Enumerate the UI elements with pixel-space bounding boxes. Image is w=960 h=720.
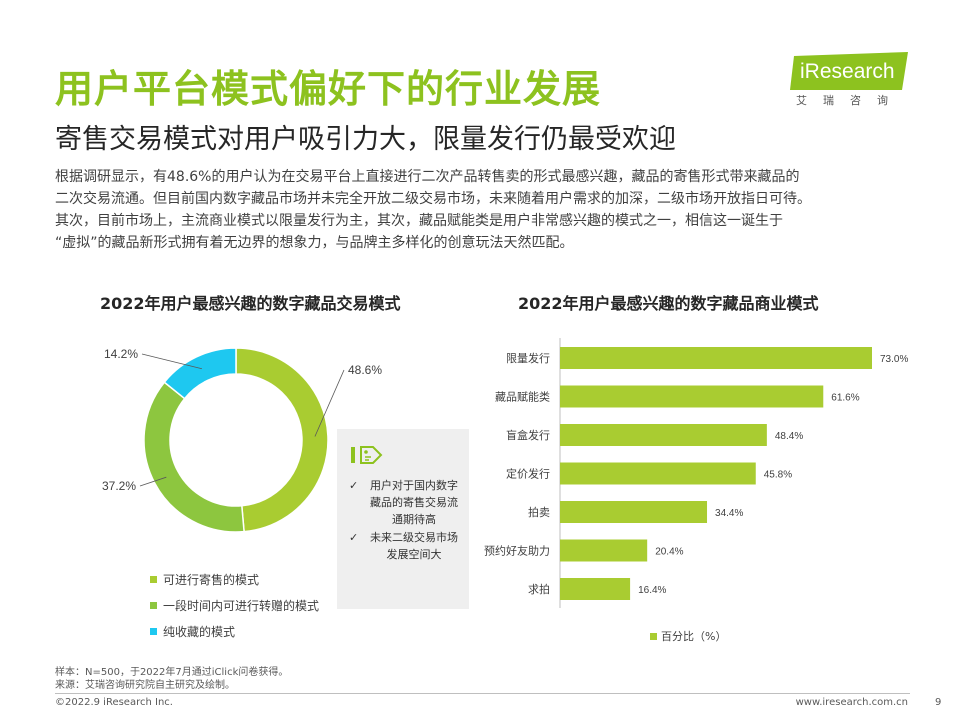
donut-chart-title: 2022年用户最感兴趣的数字藏品交易模式 [100, 294, 401, 313]
category-label: 盲盒发行 [506, 428, 550, 442]
category-label: 拍卖 [528, 505, 550, 519]
legend-swatch [150, 575, 157, 583]
bar-chart-title: 2022年用户最感兴趣的数字藏品商业模式 [518, 294, 819, 313]
callout-text: 用户对于国内数字藏品的寄售交易流通期待高 [370, 479, 458, 526]
bar [560, 501, 708, 523]
bar [560, 385, 824, 408]
page-title: 用户平台模式偏好下的行业发展 [55, 67, 602, 111]
logo-subtext: 艾瑞咨询 [796, 94, 904, 107]
check-icon: ✓ [349, 479, 359, 492]
body-line: 二次交易流通。但目前国内数字藏品市场并未完全开放二级交易市场，未来随着用户需求的… [55, 191, 811, 207]
legend-swatch [150, 601, 157, 609]
source-note: 来源：艾瑞咨询研究院自主研究及绘制。 [55, 680, 235, 691]
value-label: 20.4% [655, 547, 683, 558]
bar [560, 424, 767, 446]
sample-note: 样本：N=500，于2022年7月通过iClick问卷获得。 [55, 667, 289, 678]
slice-label: 37.2% [102, 479, 136, 493]
category-label: 藏品赋能类 [495, 390, 550, 404]
slice-label: 14.2% [104, 347, 138, 361]
leader-line [139, 476, 167, 487]
website: www.iresearch.com.cn [795, 697, 908, 708]
iresearch-logo: iResearch 艾瑞咨询 [790, 52, 910, 108]
body-line: 根据调研显示，有48.6%的用户认为在交易平台上直接进行二次产品转售卖的形式最感… [55, 169, 800, 185]
body-line: “虚拟”的藏品新形式拥有着无边界的想象力，与品牌主多样化的创意玩法天然匹配。 [55, 235, 574, 251]
page-number: 9 [935, 697, 942, 708]
bar [560, 578, 631, 600]
leader-line [314, 369, 345, 437]
donut-slice [163, 347, 237, 400]
legend-label: 百分比（%） [661, 630, 727, 643]
legend-item-transfer: 一段时间内可进行转赠的模式 [150, 592, 319, 618]
footer-divider [55, 693, 910, 694]
body-paragraph: 根据调研显示，有48.6%的用户认为在交易平台上直接进行二次产品转售卖的形式最感… [55, 166, 915, 254]
value-label: 61.6% [831, 393, 859, 404]
body-line: 其次，目前市场上，主流商业模式以限量发行为主，其次，藏品赋能类是用户非常感兴趣的… [55, 213, 783, 229]
page-subtitle: 寄售交易模式对用户吸引力大，限量发行仍最受欢迎 [55, 124, 676, 155]
category-label: 限量发行 [506, 351, 550, 365]
callout-item: ✓ 用户对于国内数字藏品的寄售交易流通期待高 [349, 477, 463, 528]
value-label: 73.0% [880, 354, 908, 365]
legend-label: 可进行寄售的模式 [163, 572, 260, 587]
callout-text: 未来二级交易市场发展空间大 [370, 531, 458, 561]
copyright: ©2022.9 iResearch Inc. [55, 697, 173, 708]
value-label: 34.4% [715, 508, 743, 519]
bar [560, 347, 872, 369]
logo-shape [790, 52, 908, 90]
bar [560, 462, 756, 485]
leader-line [141, 353, 203, 370]
logo-word: iResearch [800, 60, 895, 83]
donut-slice [235, 347, 329, 533]
legend-item-collect: 纯收藏的模式 [150, 618, 319, 644]
value-label: 16.4% [638, 585, 666, 596]
donut-slice [143, 381, 245, 533]
check-icon: ✓ [349, 531, 359, 544]
value-label: 45.8% [764, 470, 792, 481]
bar-chart: 限量发行 73.0% 藏品赋能类 61.6% 盲盒发行 48.4% 定价发行 45.8% 拍卖 3… [484, 338, 908, 608]
legend-swatch [150, 627, 157, 635]
legend-item-consignment: 可进行寄售的模式 [150, 566, 319, 592]
callout-item: ✓ 未来二级交易市场发展空间大 [349, 529, 463, 563]
donut-legend: 可进行寄售的模式 一段时间内可进行转赠的模式 纯收藏的模式 [150, 566, 319, 644]
legend-label: 纯收藏的模式 [163, 624, 236, 639]
tag-icon [351, 446, 383, 464]
bar [560, 539, 648, 562]
legend-label: 一段时间内可进行转赠的模式 [163, 598, 320, 613]
donut-chart: 48.6% 37.2% 14.2% [102, 347, 382, 533]
insight-callout: ✓ 用户对于国内数字藏品的寄售交易流通期待高 ✓ 未来二级交易市场发展空间大 [337, 429, 469, 609]
legend-swatch [650, 632, 657, 640]
category-label: 定价发行 [506, 467, 550, 481]
category-label: 求拍 [528, 582, 550, 596]
slice-label: 48.6% [348, 363, 382, 377]
category-label: 预约好友助力 [484, 544, 550, 558]
bar-legend: 百分比（%） [650, 628, 726, 644]
value-label: 48.4% [775, 431, 803, 442]
footnotes: 样本：N=500，于2022年7月通过iClick问卷获得。 来源：艾瑞咨询研究… [55, 666, 288, 692]
